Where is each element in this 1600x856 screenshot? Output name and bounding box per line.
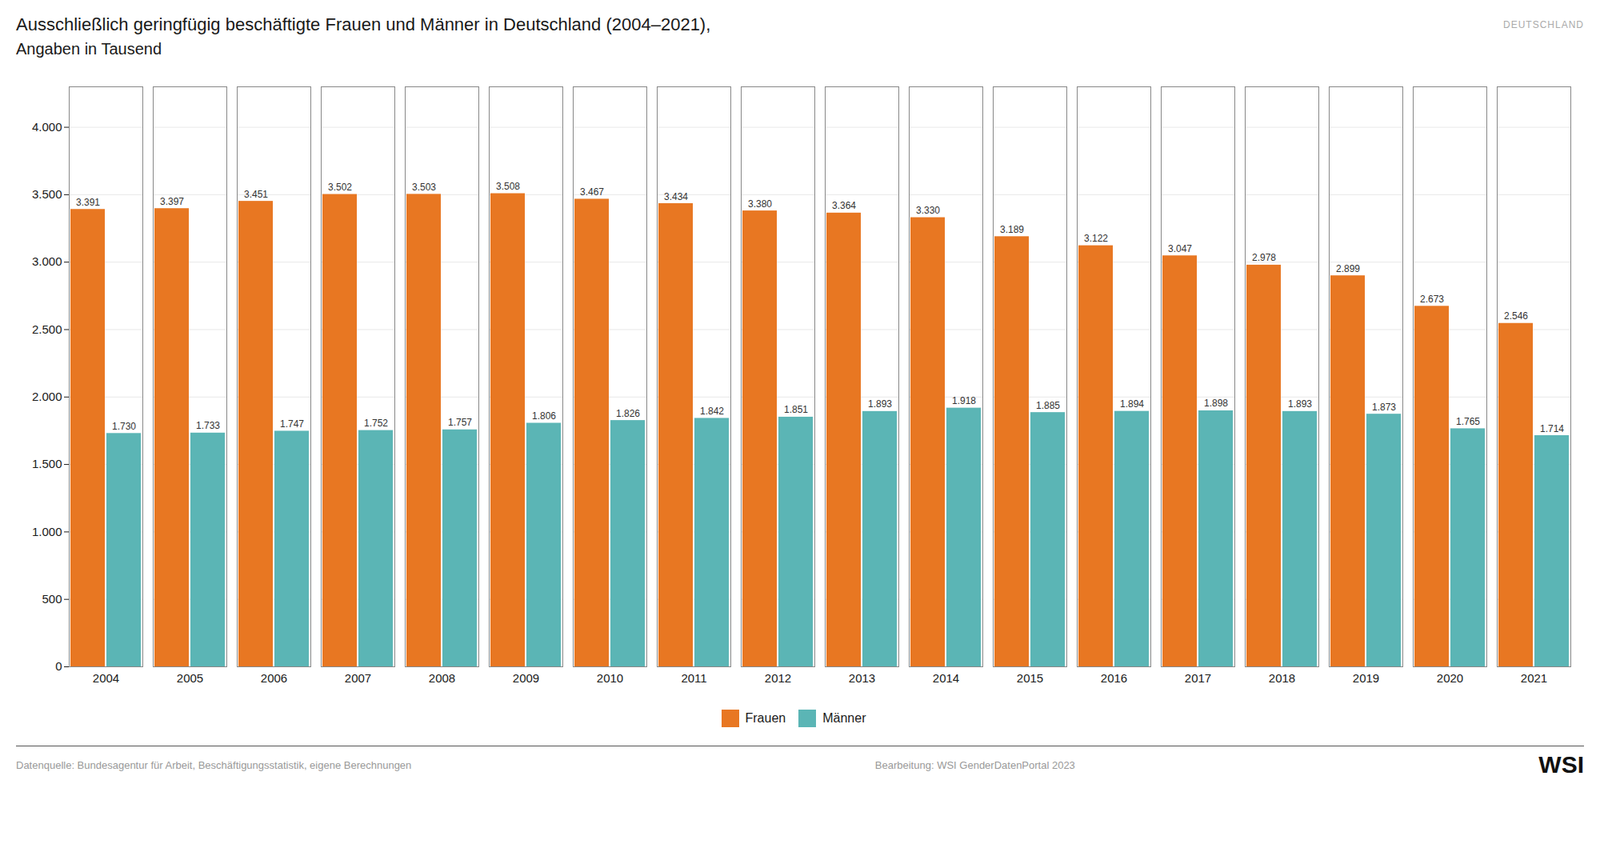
svg-text:2020: 2020 (1436, 671, 1464, 685)
svg-text:0: 0 (55, 659, 62, 673)
html-text:Ausschließlich geringfügig bes: Ausschließlich geringfügig beschäftigte … (16, 14, 711, 35)
html-text:Männer: Männer (822, 710, 866, 725)
svg-text:2.899: 2.899 (1336, 263, 1360, 275)
svg-text:500: 500 (41, 592, 62, 606)
svg-text:2008: 2008 (428, 671, 456, 685)
svg-text:3.503: 3.503 (412, 181, 436, 193)
svg-text:1.894: 1.894 (1120, 398, 1144, 410)
svg-text:2013: 2013 (848, 671, 876, 685)
svg-text:3.122: 3.122 (1084, 232, 1108, 244)
svg-text:2006: 2006 (260, 671, 288, 685)
svg-text:3.364: 3.364 (832, 200, 856, 212)
svg-text:4.000: 4.000 (32, 120, 63, 134)
svg-text:1.757: 1.757 (448, 416, 472, 428)
svg-text:1.747: 1.747 (280, 418, 304, 430)
html-text:Datenquelle: Bundesagentur für: Datenquelle: Bundesagentur für Arbeit, B… (16, 758, 412, 771)
svg-text:2014: 2014 (932, 671, 960, 685)
svg-text:2017: 2017 (1184, 671, 1212, 685)
svg-text:1.733: 1.733 (196, 420, 220, 432)
svg-text:2004: 2004 (92, 671, 120, 685)
svg-text:2.978: 2.978 (1252, 252, 1276, 264)
svg-text:1.826: 1.826 (616, 408, 640, 420)
svg-text:1.752: 1.752 (364, 417, 388, 429)
svg-text:3.434: 3.434 (664, 191, 688, 203)
svg-text:3.391: 3.391 (76, 196, 100, 208)
svg-text:1.873: 1.873 (1372, 401, 1396, 413)
svg-text:2005: 2005 (176, 671, 204, 685)
html-text:Frauen: Frauen (745, 710, 786, 725)
svg-text:1.893: 1.893 (1288, 398, 1312, 410)
svg-text:3.502: 3.502 (328, 181, 352, 193)
svg-text:1.851: 1.851 (784, 404, 808, 416)
html-text:DEUTSCHLAND: DEUTSCHLAND (1503, 19, 1584, 31)
svg-text:2015: 2015 (1016, 671, 1044, 685)
svg-text:1.806: 1.806 (532, 410, 556, 422)
svg-text:3.508: 3.508 (496, 180, 520, 192)
svg-text:2018: 2018 (1268, 671, 1296, 685)
svg-text:1.000: 1.000 (32, 524, 63, 539)
svg-text:2019: 2019 (1352, 671, 1380, 685)
svg-text:3.000: 3.000 (32, 254, 63, 268)
svg-text:2010: 2010 (596, 671, 624, 685)
svg-text:2.500: 2.500 (32, 322, 63, 336)
html-text:WSI: WSI (1538, 751, 1584, 778)
html-text:Bearbeitung: WSI GenderDatenPo: Bearbeitung: WSI GenderDatenPortal 2023 (875, 758, 1076, 771)
svg-text:1.898: 1.898 (1204, 397, 1228, 409)
svg-text:1.893: 1.893 (868, 398, 892, 410)
svg-text:3.500: 3.500 (32, 187, 63, 201)
svg-text:3.467: 3.467 (580, 186, 604, 198)
svg-text:3.047: 3.047 (1168, 243, 1192, 255)
svg-text:2009: 2009 (512, 671, 540, 685)
svg-text:2012: 2012 (764, 671, 792, 685)
svg-text:1.885: 1.885 (1036, 400, 1060, 412)
svg-text:2.546: 2.546 (1504, 310, 1528, 322)
svg-text:1.730: 1.730 (112, 420, 136, 432)
svg-text:2007: 2007 (344, 671, 372, 685)
svg-text:2.000: 2.000 (32, 389, 63, 404)
svg-text:1.842: 1.842 (700, 405, 724, 417)
svg-text:3.189: 3.189 (1000, 224, 1024, 236)
svg-text:1.918: 1.918 (952, 395, 976, 407)
svg-text:2021: 2021 (1520, 671, 1548, 685)
svg-text:1.765: 1.765 (1456, 416, 1480, 428)
svg-text:2011: 2011 (680, 671, 707, 685)
svg-text:3.397: 3.397 (160, 196, 184, 208)
svg-text:2.673: 2.673 (1420, 293, 1444, 305)
svg-text:3.380: 3.380 (748, 198, 772, 210)
svg-text:1.500: 1.500 (32, 456, 63, 471)
svg-text:1.714: 1.714 (1540, 423, 1564, 435)
svg-text:2016: 2016 (1100, 671, 1128, 685)
svg-text:3.330: 3.330 (916, 204, 940, 216)
svg-text:3.451: 3.451 (244, 188, 268, 200)
html-text:Angaben in Tausend: Angaben in Tausend (16, 40, 162, 58)
